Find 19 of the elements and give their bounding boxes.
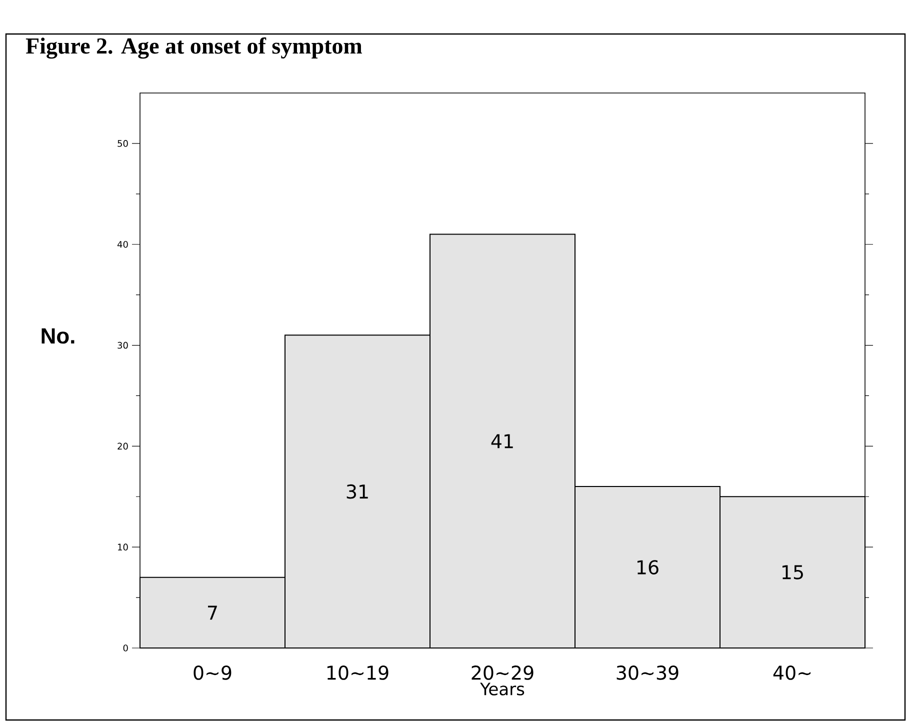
y-tick-label: 40 [117,240,128,248]
y-axis-title: No. [42,328,74,344]
y-tick-label: 50 [118,140,128,147]
y-tick-label: 0 [123,644,128,652]
y-tick-label: 30 [118,342,128,349]
x-tick-label: 40~ [773,666,811,680]
y-tick-label: 10 [118,544,128,550]
data-label: 15 [782,565,803,580]
x-tick-label: 30~39 [616,666,678,680]
y-tick-label: 20 [118,442,128,450]
chart-title: Figure 2. Age at onset of symptom [26,37,362,59]
data-label: 16 [638,560,658,574]
x-axis-title: Years [480,682,524,696]
data-label: 7 [208,606,217,620]
data-label: 41 [491,434,513,448]
x-tick-label: 20~29 [472,666,534,680]
x-tick-label: 10~19 [327,666,388,680]
x-tick-label: 0~9 [194,666,232,680]
data-label: 31 [346,484,368,499]
